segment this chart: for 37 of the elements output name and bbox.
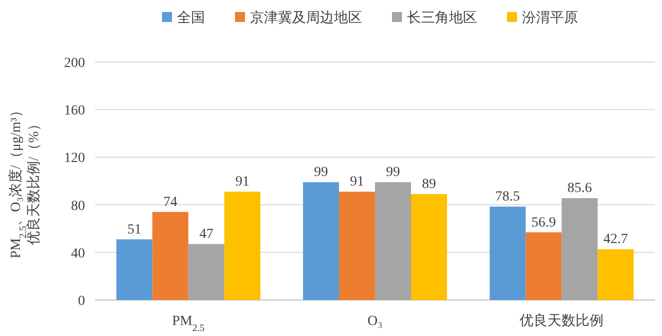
data-label: 91	[235, 174, 250, 190]
y-tick-label: 40	[71, 246, 85, 262]
data-label: 56.9	[531, 215, 556, 230]
data-label: 74	[163, 194, 178, 210]
legend-label: 汾渭平原	[522, 9, 578, 25]
bar	[526, 232, 562, 300]
y-tick-label: 160	[64, 104, 85, 119]
data-label: 42.7	[603, 232, 628, 248]
y-tick-label: 80	[71, 198, 85, 214]
bar	[490, 206, 526, 300]
bar	[598, 249, 634, 300]
bar	[562, 198, 598, 300]
bar	[152, 212, 188, 300]
legend-label: 长三角地区	[407, 9, 477, 25]
bar	[116, 239, 152, 300]
data-label: 51	[127, 222, 142, 238]
legend-label: 全国	[177, 9, 205, 25]
data-label: 99	[314, 165, 328, 180]
x-tick-label: PM$_{2.5}$	[172, 314, 205, 334]
bar	[411, 194, 447, 300]
x-tick-label: O₃	[368, 314, 383, 329]
data-label: 91	[350, 174, 364, 190]
data-label: 85.6	[567, 181, 592, 196]
data-label: 89	[422, 177, 436, 192]
y-tick-label: 200	[64, 56, 85, 71]
bar	[339, 192, 375, 300]
legend-label: 京津冀及周边地区	[250, 9, 362, 25]
bar	[303, 182, 339, 300]
bar	[188, 244, 224, 300]
data-label: 47	[199, 227, 214, 242]
x-tick-label: 优良天数比例	[520, 313, 604, 329]
y-tick-label: 0	[78, 294, 85, 309]
y-tick-label: 120	[64, 151, 85, 166]
bar	[375, 182, 411, 300]
data-label: 78.5	[495, 190, 520, 205]
data-label: 99	[386, 165, 400, 180]
bar	[224, 192, 260, 300]
